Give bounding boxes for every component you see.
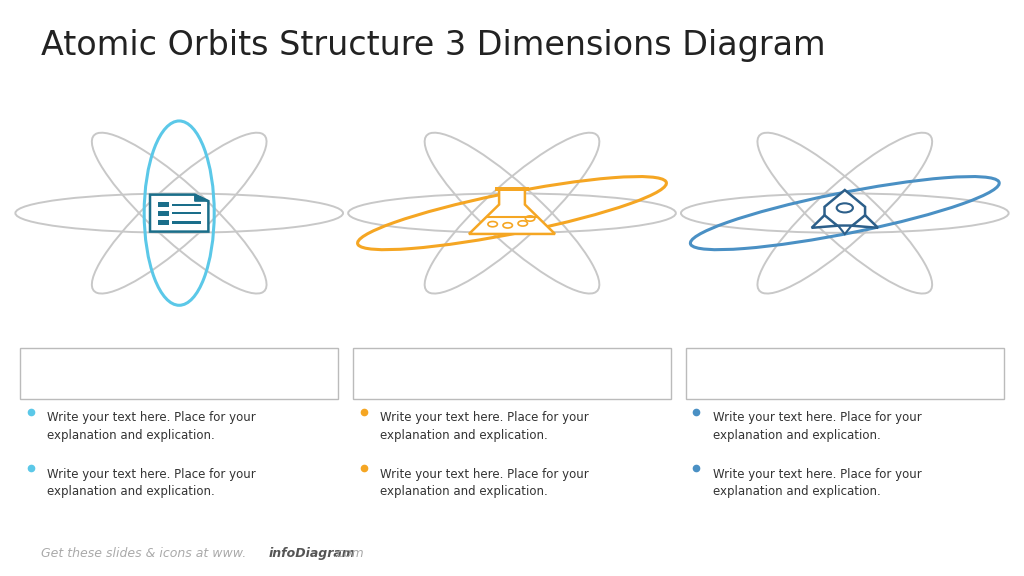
Text: infoDiagram: infoDiagram xyxy=(268,547,355,560)
Text: Dimension  2 Header: Dimension 2 Header xyxy=(368,367,531,381)
Circle shape xyxy=(837,203,853,213)
Text: Atomic Orbits Structure 3 Dimensions Diagram: Atomic Orbits Structure 3 Dimensions Dia… xyxy=(41,29,825,62)
FancyBboxPatch shape xyxy=(353,348,671,399)
Text: Get these slides & icons at www.: Get these slides & icons at www. xyxy=(41,547,246,560)
Bar xyxy=(172,203,201,206)
FancyBboxPatch shape xyxy=(20,348,338,399)
Text: Write your text here. Place for your
explanation and explication.: Write your text here. Place for your exp… xyxy=(380,468,589,498)
FancyBboxPatch shape xyxy=(686,348,1004,399)
Text: Dimension  1 Header: Dimension 1 Header xyxy=(35,367,199,381)
Polygon shape xyxy=(469,188,555,234)
Text: Dimension  3 Header: Dimension 3 Header xyxy=(700,367,864,381)
Bar xyxy=(158,211,169,215)
Text: Write your text here. Place for your
explanation and explication.: Write your text here. Place for your exp… xyxy=(713,411,922,442)
Text: Write your text here. Place for your
explanation and explication.: Write your text here. Place for your exp… xyxy=(47,411,256,442)
Text: Write your text here. Place for your
explanation and explication.: Write your text here. Place for your exp… xyxy=(380,411,589,442)
Bar xyxy=(158,202,169,207)
Polygon shape xyxy=(852,215,878,228)
Polygon shape xyxy=(150,195,209,232)
Text: Write your text here. Place for your
explanation and explication.: Write your text here. Place for your exp… xyxy=(713,468,922,498)
Polygon shape xyxy=(195,195,209,201)
Text: .com: .com xyxy=(333,547,364,560)
Bar xyxy=(496,187,528,191)
Polygon shape xyxy=(812,215,838,228)
Polygon shape xyxy=(839,226,851,234)
Bar xyxy=(172,221,201,223)
Bar xyxy=(172,212,201,214)
Polygon shape xyxy=(824,190,865,226)
Bar xyxy=(158,220,169,225)
Text: Write your text here. Place for your
explanation and explication.: Write your text here. Place for your exp… xyxy=(47,468,256,498)
